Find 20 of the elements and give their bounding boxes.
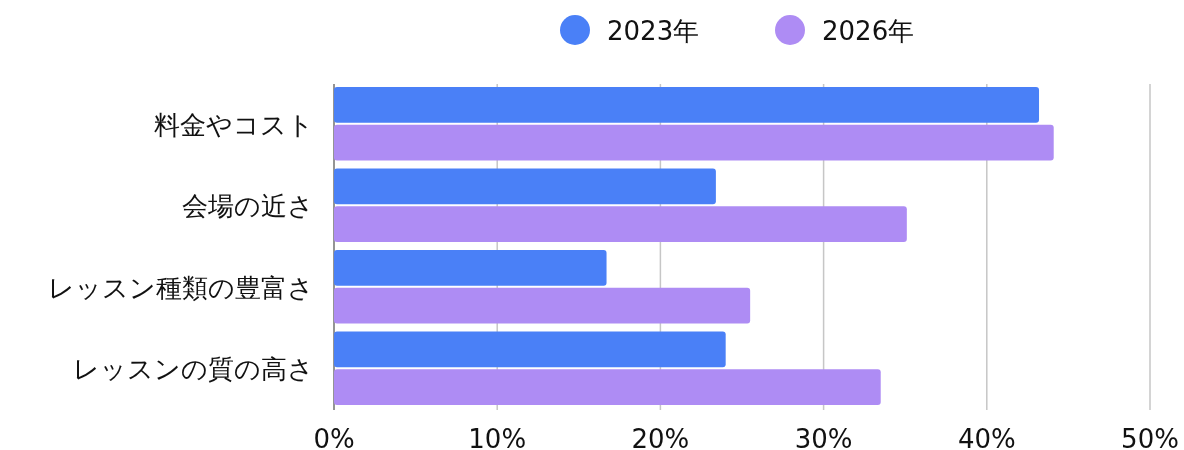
y-tick-label: レッスンの質の高さ	[73, 354, 314, 385]
bar	[334, 287, 751, 324]
legend-label: 2026年	[822, 16, 915, 46]
bar	[334, 124, 1054, 161]
x-tick-label: 10%	[468, 424, 527, 450]
x-tick-label: 50%	[1121, 424, 1179, 450]
x-tick-label: 30%	[794, 424, 853, 450]
bar	[334, 206, 907, 242]
bar	[334, 250, 607, 286]
y-tick-label: レッスン種類の豊富さ	[48, 272, 314, 303]
y-tick-label: 会場の近さ	[182, 191, 314, 222]
bar	[334, 331, 726, 368]
legend-label: 2023年	[607, 16, 700, 46]
bar	[334, 87, 1040, 123]
y-tick-label: 料金やコスト	[154, 109, 314, 140]
x-tick-label: 20%	[631, 424, 690, 450]
x-tick-label: 0%	[313, 424, 355, 450]
bar	[334, 369, 881, 405]
x-tick-label: 40%	[957, 424, 1016, 450]
bar	[334, 168, 716, 205]
